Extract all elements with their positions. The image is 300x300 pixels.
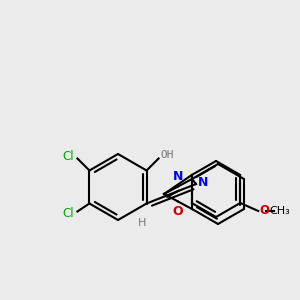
Text: O: O [259, 205, 269, 218]
Text: CH₃: CH₃ [269, 206, 290, 216]
Text: Cl: Cl [63, 207, 74, 220]
Text: N: N [198, 176, 208, 188]
Text: Cl: Cl [63, 150, 74, 163]
Text: N: N [173, 170, 183, 183]
Text: H: H [137, 218, 146, 227]
Text: OH: OH [160, 151, 174, 160]
Text: O: O [173, 205, 183, 218]
